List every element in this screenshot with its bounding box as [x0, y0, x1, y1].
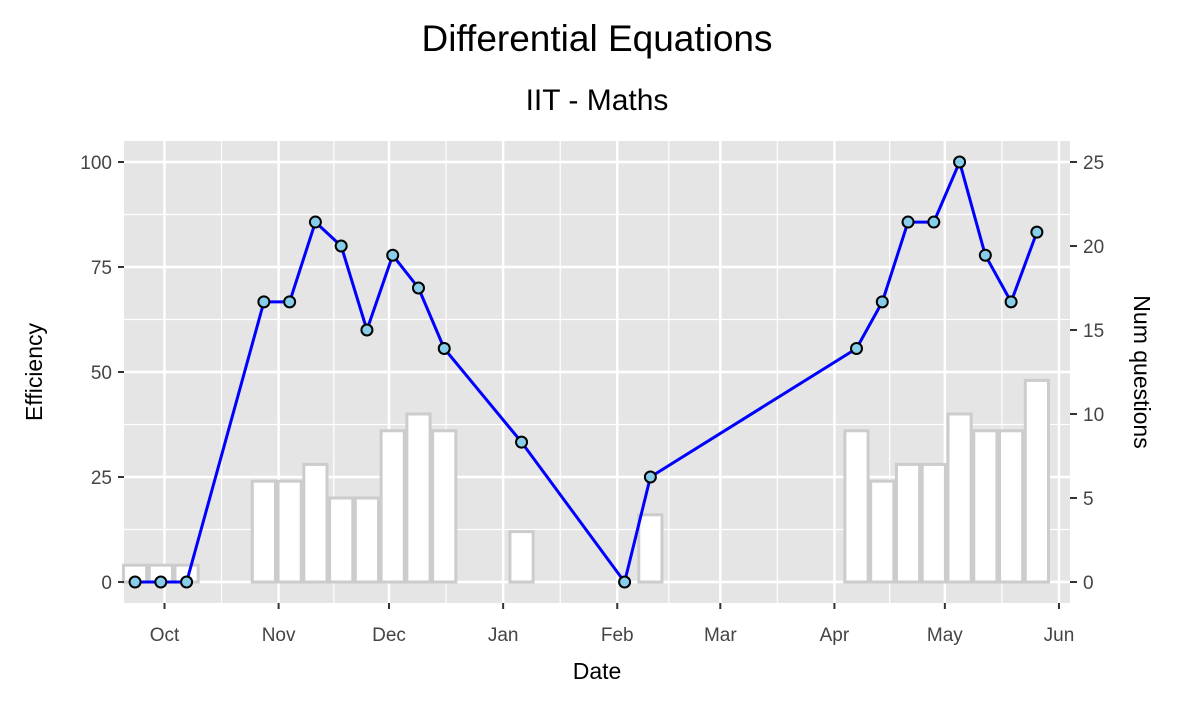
efficiency-point — [360, 323, 374, 337]
y-right-tick-label: 20 — [1083, 237, 1104, 258]
question-bar — [869, 479, 896, 584]
efficiency-point — [875, 295, 889, 309]
efficiency-point — [515, 435, 529, 449]
question-bar — [843, 429, 870, 584]
y-axis-right-title: Num questions — [1129, 295, 1155, 448]
question-bar — [920, 462, 947, 584]
question-bar — [405, 412, 432, 584]
efficiency-point — [953, 155, 967, 169]
question-bar — [276, 479, 303, 584]
x-tick-label: Feb — [601, 625, 634, 646]
efficiency-line — [135, 160, 1039, 584]
efficiency-point — [643, 470, 657, 484]
efficiency-point — [850, 341, 864, 355]
x-tick-label: Nov — [262, 625, 296, 646]
question-bar — [353, 496, 381, 584]
efficiency-point — [618, 575, 632, 589]
efficiency-point — [386, 248, 400, 262]
y-left-tick-label: 50 — [91, 363, 112, 384]
y-right-tick-label: 25 — [1083, 153, 1104, 174]
chart-subtitle: IIT - Maths — [526, 84, 669, 117]
question-bar — [431, 429, 458, 584]
x-axis-title: Date — [573, 658, 622, 684]
efficiency-point — [901, 215, 915, 229]
efficiency-point — [334, 239, 348, 253]
x-tick-label: Jun — [1044, 625, 1075, 646]
efficiency-point — [437, 341, 451, 355]
efficiency-points — [128, 155, 1044, 589]
question-bar — [508, 530, 535, 584]
efficiency-point — [1030, 225, 1044, 239]
efficiency-point — [154, 575, 168, 589]
x-tick-label: Mar — [704, 625, 737, 646]
y-left-tick-label: 75 — [91, 258, 112, 279]
y-right-tick-label: 0 — [1083, 573, 1094, 594]
y-right-tick-label: 5 — [1083, 489, 1094, 510]
question-bar — [998, 429, 1025, 584]
efficiency-point — [411, 281, 425, 295]
x-tick-label: Jan — [488, 625, 519, 646]
question-bar — [1023, 378, 1050, 584]
efficiency-point — [308, 215, 322, 229]
question-bar — [972, 429, 999, 584]
question-bar — [946, 412, 973, 584]
efficiency-point — [257, 295, 271, 309]
efficiency-point — [1004, 295, 1018, 309]
question-bar — [379, 429, 406, 584]
efficiency-line-group — [135, 160, 1039, 584]
question-bar — [302, 462, 329, 584]
x-tick-label: Dec — [372, 625, 406, 646]
y-left-tick-label: 25 — [91, 468, 112, 489]
question-bar — [637, 513, 664, 584]
y-axis-left-title: Efficiency — [21, 322, 47, 421]
question-bar — [250, 479, 277, 584]
x-tick-label: Oct — [150, 625, 180, 646]
question-bar — [894, 462, 922, 584]
y-left-tick-label: 100 — [80, 153, 112, 174]
efficiency-point — [978, 248, 992, 262]
question-bars — [121, 378, 1050, 584]
efficiency-point — [927, 215, 941, 229]
question-bar — [328, 496, 355, 584]
axes: Oct Nov Dec Jan Feb Mar Apr May Jun 0 25 50 75 100 0 5 1… — [80, 153, 1104, 646]
chart-title: Differential Equations — [421, 18, 772, 59]
y-right-tick-label: 10 — [1083, 405, 1104, 426]
efficiency-point — [283, 295, 297, 309]
efficiency-point — [180, 575, 194, 589]
y-left-tick-label: 0 — [101, 573, 112, 594]
y-right-tick-label: 15 — [1083, 321, 1104, 342]
efficiency-point — [128, 575, 142, 589]
x-tick-label: Apr — [820, 625, 850, 646]
x-tick-label: May — [927, 625, 963, 646]
